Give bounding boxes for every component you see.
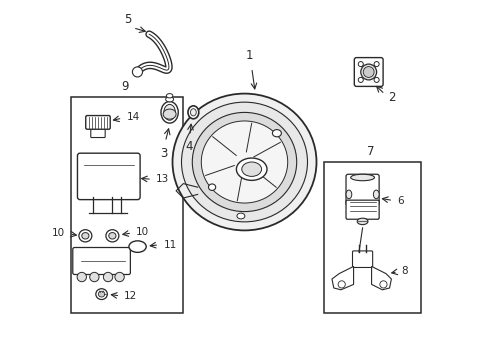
Ellipse shape (108, 233, 116, 239)
Circle shape (379, 281, 386, 288)
Ellipse shape (166, 94, 172, 98)
Ellipse shape (163, 109, 176, 119)
Ellipse shape (350, 174, 374, 181)
FancyBboxPatch shape (91, 125, 105, 138)
Text: 14: 14 (126, 112, 140, 122)
Ellipse shape (98, 291, 104, 297)
Circle shape (363, 67, 373, 77)
Ellipse shape (208, 184, 215, 190)
Ellipse shape (192, 112, 296, 212)
Polygon shape (371, 266, 390, 290)
Ellipse shape (96, 289, 107, 300)
Circle shape (373, 62, 378, 67)
FancyBboxPatch shape (77, 153, 140, 199)
Text: 10: 10 (52, 228, 65, 238)
Bar (71, 97, 182, 313)
Ellipse shape (106, 230, 119, 242)
Text: 8: 8 (401, 266, 407, 276)
Ellipse shape (187, 106, 199, 119)
Ellipse shape (201, 121, 287, 203)
Ellipse shape (272, 130, 281, 137)
FancyBboxPatch shape (354, 58, 382, 86)
Ellipse shape (172, 94, 316, 230)
Text: 2: 2 (387, 91, 395, 104)
Text: 6: 6 (396, 195, 403, 206)
Polygon shape (331, 266, 353, 290)
Ellipse shape (241, 162, 261, 176)
Bar (323, 162, 420, 313)
FancyBboxPatch shape (73, 248, 130, 275)
FancyBboxPatch shape (85, 116, 110, 129)
Text: 11: 11 (163, 240, 176, 250)
FancyBboxPatch shape (346, 174, 378, 206)
Ellipse shape (79, 230, 92, 242)
FancyBboxPatch shape (352, 251, 372, 267)
Text: 10: 10 (136, 227, 149, 237)
Circle shape (103, 273, 113, 282)
Ellipse shape (165, 97, 173, 102)
Text: 7: 7 (366, 145, 373, 158)
Ellipse shape (190, 109, 196, 116)
Ellipse shape (163, 104, 175, 120)
FancyBboxPatch shape (346, 200, 378, 219)
Ellipse shape (346, 190, 351, 199)
Text: 1: 1 (245, 49, 253, 62)
Circle shape (77, 273, 86, 282)
Circle shape (358, 77, 363, 82)
Ellipse shape (373, 190, 378, 199)
Circle shape (132, 67, 142, 77)
Text: 4: 4 (185, 140, 192, 153)
Text: 5: 5 (124, 13, 132, 26)
Circle shape (373, 77, 378, 82)
Ellipse shape (237, 213, 244, 219)
Ellipse shape (129, 241, 146, 252)
Ellipse shape (81, 233, 89, 239)
Text: 3: 3 (160, 147, 167, 159)
Ellipse shape (181, 102, 307, 222)
Circle shape (115, 273, 124, 282)
Circle shape (360, 64, 376, 80)
Ellipse shape (356, 218, 367, 225)
Ellipse shape (236, 158, 266, 180)
Circle shape (337, 281, 345, 288)
Text: 13: 13 (155, 174, 168, 184)
Text: 12: 12 (124, 291, 137, 301)
Ellipse shape (161, 102, 178, 123)
Circle shape (89, 273, 99, 282)
Text: 9: 9 (121, 80, 128, 93)
Circle shape (358, 62, 363, 67)
